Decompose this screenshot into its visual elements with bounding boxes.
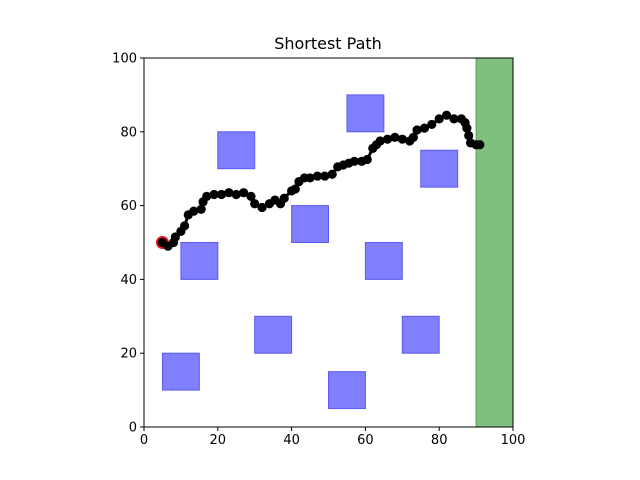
path-point-14 <box>224 188 234 198</box>
path-point-17 <box>246 191 256 201</box>
path-point-42 <box>390 132 400 142</box>
path-point-19 <box>257 202 267 213</box>
obstacle-1 <box>161 352 200 391</box>
path-point-13 <box>216 189 227 200</box>
path-point-25 <box>290 184 300 194</box>
path-point-30 <box>320 171 330 181</box>
chart-title: Shortest Path <box>274 34 382 53</box>
plot-content <box>155 58 513 427</box>
path-point-54 <box>462 123 472 133</box>
obstacle-6 <box>328 371 366 410</box>
obstacle-5 <box>291 205 330 244</box>
y-tick-label-20: 20 <box>120 347 137 362</box>
path-point-31 <box>327 169 337 179</box>
path-point-50 <box>441 110 452 120</box>
x-tick-label-40: 40 <box>283 433 300 448</box>
path-point-58 <box>475 140 485 150</box>
x-tick-label-100: 100 <box>501 433 526 448</box>
path-point-43 <box>397 134 407 144</box>
x-tick-label-0: 0 <box>140 433 148 448</box>
obstacle-2 <box>180 242 219 280</box>
path-point-23 <box>279 193 289 203</box>
path-point-49 <box>434 114 444 124</box>
obstacle-9 <box>401 315 440 354</box>
y-tick-label-80: 80 <box>120 125 137 140</box>
path-point-16 <box>239 188 249 198</box>
x-tick-label-20: 20 <box>210 433 227 448</box>
path-point-51 <box>449 114 459 124</box>
obstacle-4 <box>254 315 293 354</box>
axes: 0 20 40 60 80 100 0 20 40 60 80 100 <box>112 52 525 449</box>
path-point-28 <box>305 173 315 183</box>
path-point-6 <box>179 221 190 231</box>
x-tick-label-80: 80 <box>431 433 448 448</box>
path-point-35 <box>349 156 359 166</box>
obstacle-10 <box>420 149 459 188</box>
path-point-55 <box>464 130 474 141</box>
obstacle-7 <box>346 94 385 133</box>
path-point-45 <box>408 132 418 142</box>
axes-frame <box>143 57 514 428</box>
path-point-40 <box>375 136 385 146</box>
y-tick-label-100: 100 <box>112 52 137 67</box>
x-tick-label-60: 60 <box>357 433 374 448</box>
path-point-15 <box>231 189 241 200</box>
y-tick-label-60: 60 <box>120 199 137 214</box>
path-point-11 <box>202 191 212 201</box>
path-point-46 <box>412 125 422 135</box>
goal-region <box>475 58 513 427</box>
plot-area <box>144 58 513 427</box>
path-point-41 <box>382 134 393 144</box>
path-point-12 <box>209 189 219 200</box>
path-point-9 <box>196 204 206 214</box>
obstacle-8 <box>364 242 403 280</box>
path-point-29 <box>312 171 323 181</box>
path-point-48 <box>427 119 437 130</box>
path-point-47 <box>419 123 430 133</box>
obstacle-3 <box>217 131 256 170</box>
y-tick-label-0: 0 <box>129 421 137 436</box>
path-point-37 <box>362 154 372 165</box>
path-point-8 <box>189 206 199 216</box>
path-point-18 <box>250 199 260 209</box>
y-tick-label-40: 40 <box>120 273 137 288</box>
